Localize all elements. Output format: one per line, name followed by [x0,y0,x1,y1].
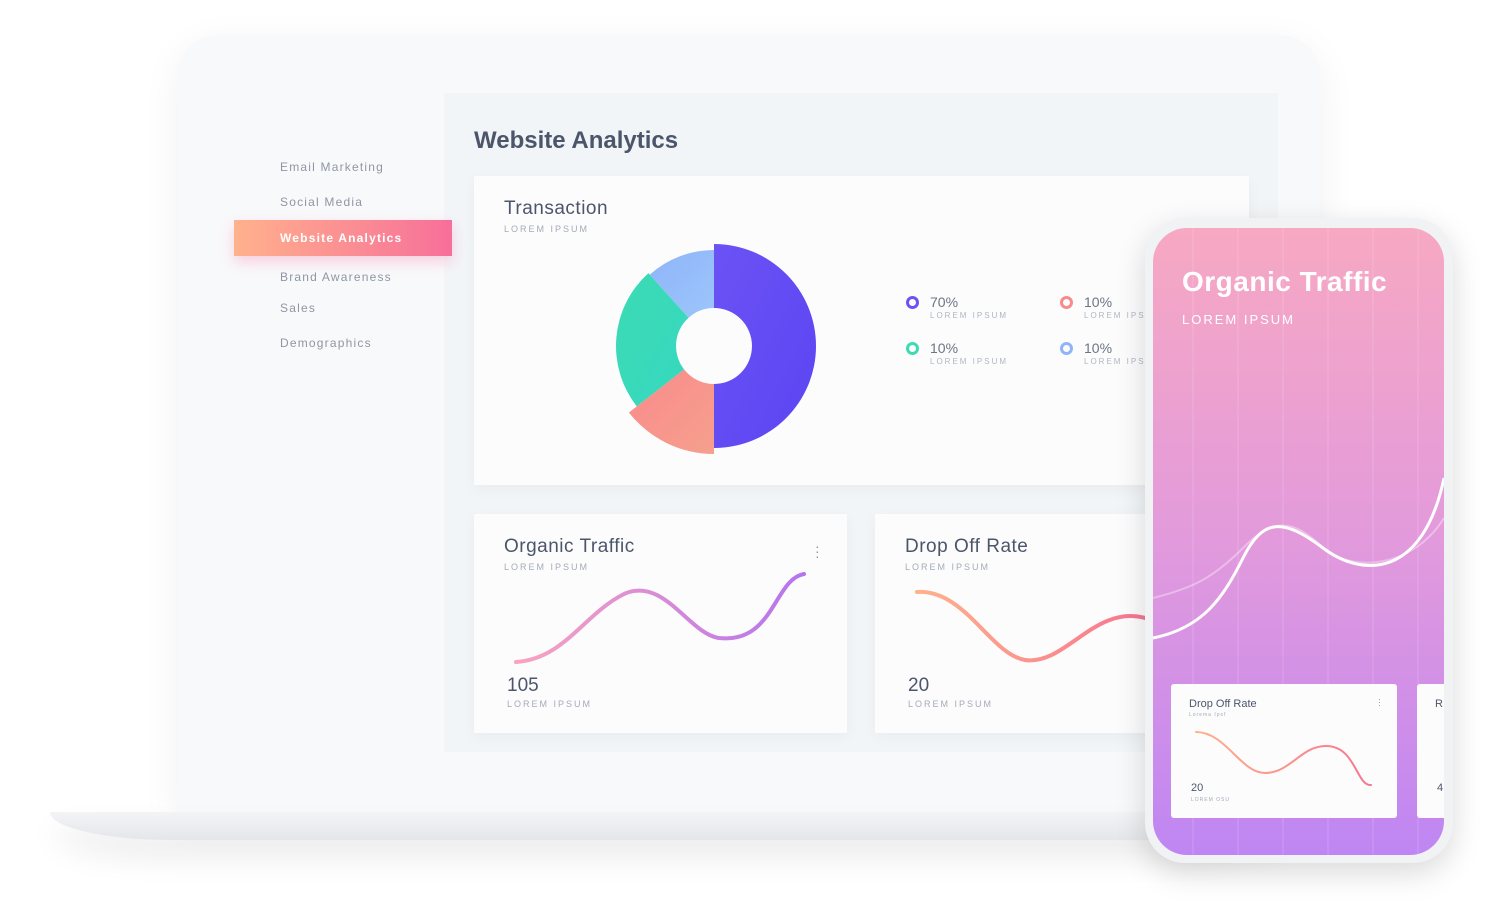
card-title: Organic Traffic [504,536,635,557]
sidebar-item-website-analytics[interactable]: Website Analytics [234,220,452,256]
donut-chart [616,244,816,454]
laptop-base [50,812,1290,840]
value-label: LOREM IPSUM [908,699,994,709]
more-options-icon[interactable]: · · · [1378,694,1381,710]
card-subtitle: LOREM IPSUM [905,562,991,572]
legend-ring-icon [1060,342,1073,355]
sidebar-item-brand-awareness[interactable]: Brand Awareness [280,270,392,284]
legend-label: LOREM IPSUM [930,311,1009,320]
donut-segment [628,369,714,454]
phone-drop-off-card: Drop Off Rate Lorema Ipsf · · · 20 LOREM O… [1171,684,1397,818]
donut-segment [649,250,714,318]
drop-off-line [915,589,1147,663]
phone-title: Organic Traffic [1182,266,1388,297]
legend-label: LOREM IPSUM [1084,311,1163,320]
sidebar-item-sales[interactable]: Sales [280,301,317,315]
legend-ring-icon [1060,296,1073,309]
donut-segment [616,273,689,407]
card-subtitle: LOREM IPSUM [504,562,590,572]
card-title: Drop Off Rate [1189,698,1257,710]
legend-item: 10% LOREM IPSUM [1060,340,1163,366]
organic-traffic-line [514,572,806,664]
legend-ring-icon [906,296,919,309]
phone-drop-off-value: 20 [1191,782,1204,794]
card-subtitle: LOREM IPSUM [504,224,590,234]
card-subtitle: Lorema Ipsf [1189,712,1227,718]
legend-item: 70% LOREM IPSUM [906,294,1009,320]
drop-off-value: 20 [908,675,930,696]
sidebar-item-social-media[interactable]: Social Media [280,195,364,209]
legend-value: 10% [1084,294,1113,310]
sidebar-item-email-marketing[interactable]: Email Marketing [280,160,385,174]
page-title: Website Analytics [474,127,679,154]
sidebar-item-demographics[interactable]: Demographics [280,336,372,350]
transaction-card: Transaction LOREM IPSUM 70% LOREM IPSUM 1… [474,176,1249,485]
value-label: LOREM OSU [1191,797,1231,803]
legend-item: 10% LOREM IPSUM [906,340,1009,366]
card-value: 4 [1437,782,1444,794]
legend-value: 10% [930,340,959,356]
sidebar: Email Marketing Social Media Website Ana… [218,93,452,752]
card-title: R [1435,698,1443,710]
legend-value: 70% [930,294,959,310]
legend-label: LOREM IPSUM [930,357,1009,366]
legend-value: 10% [1084,340,1113,356]
legend-ring-icon [906,342,919,355]
legend-label: LOREM IPSUM [1084,357,1163,366]
organic-traffic-card: Organic Traffic LOREM IPSUM · · · 105 LORE… [474,514,847,733]
donut-segment [714,244,816,448]
card-title: Drop Off Rate [905,536,1029,557]
organic-traffic-value: 105 [507,675,539,696]
phone-frame: Organic Traffic LOREM IPSUM Drop Off Rat… [1145,218,1453,863]
more-options-icon[interactable]: · · · [815,538,820,564]
phone-drop-off-line [1195,731,1372,787]
legend-item: 10% LOREM IPSUM [1060,294,1163,320]
card-title: Transaction [504,198,609,219]
value-label: LOREM IPSUM [507,699,593,709]
phone-second-card: R 4 [1417,684,1444,818]
phone-screen: Organic Traffic LOREM IPSUM Drop Off Rat… [1153,228,1444,855]
dashboard-screen: Email Marketing Social Media Website Ana… [218,93,1278,752]
phone-subtitle: LOREM IPSUM [1182,312,1296,327]
